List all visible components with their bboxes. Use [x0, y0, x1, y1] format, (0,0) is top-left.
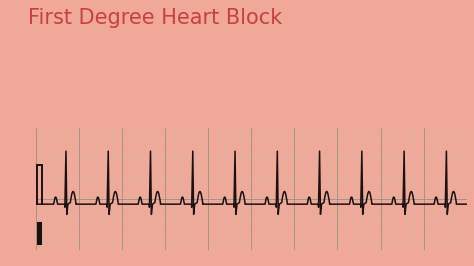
Text: First Degree Heart Block: First Degree Heart Block: [28, 8, 283, 28]
